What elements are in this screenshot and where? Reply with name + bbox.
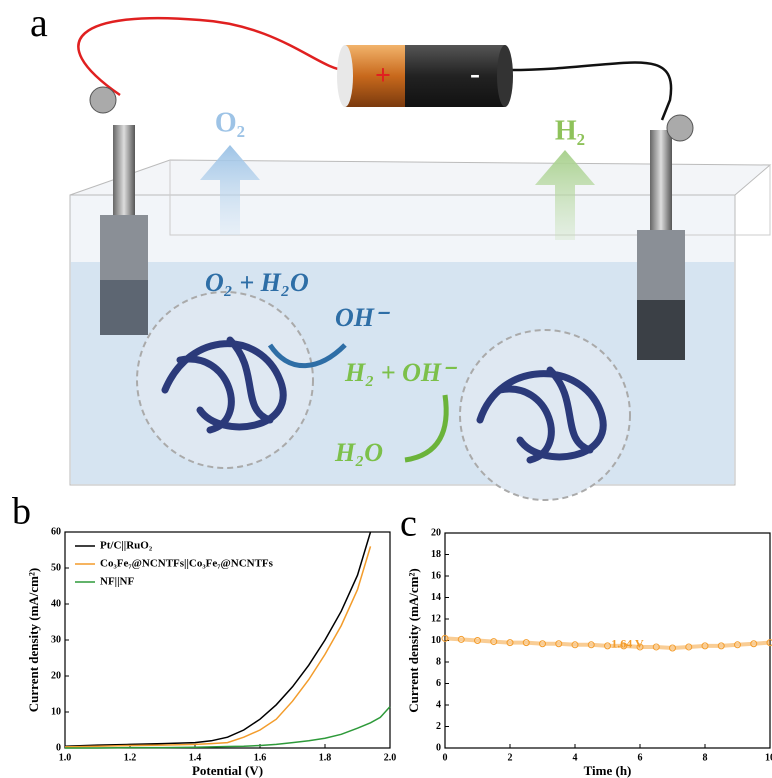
reaction-label: H₂O xyxy=(334,438,383,467)
y-tick-label: 20 xyxy=(431,527,441,538)
y-tick-label: 8 xyxy=(436,656,441,667)
battery-negative xyxy=(405,45,505,107)
reaction-label: O₂ + H₂O xyxy=(205,268,309,297)
x-axis-label: Time (h) xyxy=(584,763,632,778)
y-tick-label: 60 xyxy=(51,526,61,537)
x-axis-label: Potential (V) xyxy=(192,763,263,778)
y-tick-label: 20 xyxy=(51,670,61,681)
x-tick-label: 10 xyxy=(765,752,772,763)
y-tick-label: 10 xyxy=(431,635,441,646)
panel-label: b xyxy=(12,491,31,533)
legend-label: Pt/C||RuO₂ xyxy=(100,540,153,552)
x-tick-label: 8 xyxy=(703,752,708,763)
x-tick-label: 1.0 xyxy=(59,752,72,763)
series-line xyxy=(65,707,390,748)
annotation: 1.64 V xyxy=(611,636,644,650)
y-tick-label: 30 xyxy=(51,634,61,645)
y-tick-label: 0 xyxy=(56,742,61,753)
gas-label: O₂ xyxy=(215,107,245,138)
battery-cap xyxy=(337,45,353,107)
left-electrode-wet xyxy=(100,280,148,335)
wire-red xyxy=(78,18,345,95)
y-tick-label: 16 xyxy=(431,570,441,581)
y-tick-label: 10 xyxy=(51,706,61,717)
gas-label: H₂ xyxy=(555,115,585,146)
x-tick-label: 1.6 xyxy=(254,752,267,763)
x-tick-label: 2 xyxy=(508,752,513,763)
y-tick-label: 12 xyxy=(431,613,441,624)
y-tick-label: 14 xyxy=(431,592,441,603)
legend-label: NF||NF xyxy=(100,576,134,588)
x-tick-label: 6 xyxy=(638,752,643,763)
battery-end xyxy=(497,45,513,107)
battery-minus: - xyxy=(470,57,480,90)
y-tick-label: 0 xyxy=(436,742,441,753)
legend-label: Co₃Fe₇@NCNTFs||Co₃Fe₇@NCNTFs xyxy=(100,558,274,570)
diagram: + - a O₂ H₂ O₂ + H₂O OH⁻ H₂ + OH⁻ H₂O xyxy=(30,0,770,500)
figure: + - a O₂ H₂ O₂ + H₂O OH⁻ H₂ + OH⁻ H₂O b … xyxy=(0,0,772,778)
x-tick-label: 1.2 xyxy=(124,752,137,763)
y-axis-label: Current density (mA/cm²) xyxy=(406,568,421,712)
panel-label: c xyxy=(400,503,417,545)
x-tick-label: 1.8 xyxy=(319,752,332,763)
y-tick-label: 18 xyxy=(431,549,441,560)
battery-plus: + xyxy=(375,60,391,91)
right-rod xyxy=(650,130,672,230)
x-tick-label: 2.0 xyxy=(384,752,397,763)
right-clip xyxy=(667,115,693,141)
left-rod xyxy=(113,125,135,215)
y-tick-label: 40 xyxy=(51,598,61,609)
y-tick-label: 4 xyxy=(436,699,441,710)
y-axis-label: Current density (mA/cm²) xyxy=(26,568,41,712)
x-tick-label: 4 xyxy=(573,752,578,763)
panel-label: a xyxy=(30,0,48,45)
right-electrode-wet xyxy=(637,300,685,360)
left-clip xyxy=(90,87,116,113)
y-tick-label: 2 xyxy=(436,721,441,732)
y-tick-label: 50 xyxy=(51,562,61,573)
reaction-label: H₂ + OH⁻ xyxy=(344,358,457,387)
y-tick-label: 6 xyxy=(436,678,441,689)
x-tick-label: 1.4 xyxy=(189,752,202,763)
wire-black xyxy=(510,63,671,121)
reaction-label: OH⁻ xyxy=(335,303,390,332)
page: + - a O₂ H₂ O₂ + H₂O OH⁻ H₂ + OH⁻ H₂O b … xyxy=(0,0,772,778)
x-tick-label: 0 xyxy=(443,752,448,763)
